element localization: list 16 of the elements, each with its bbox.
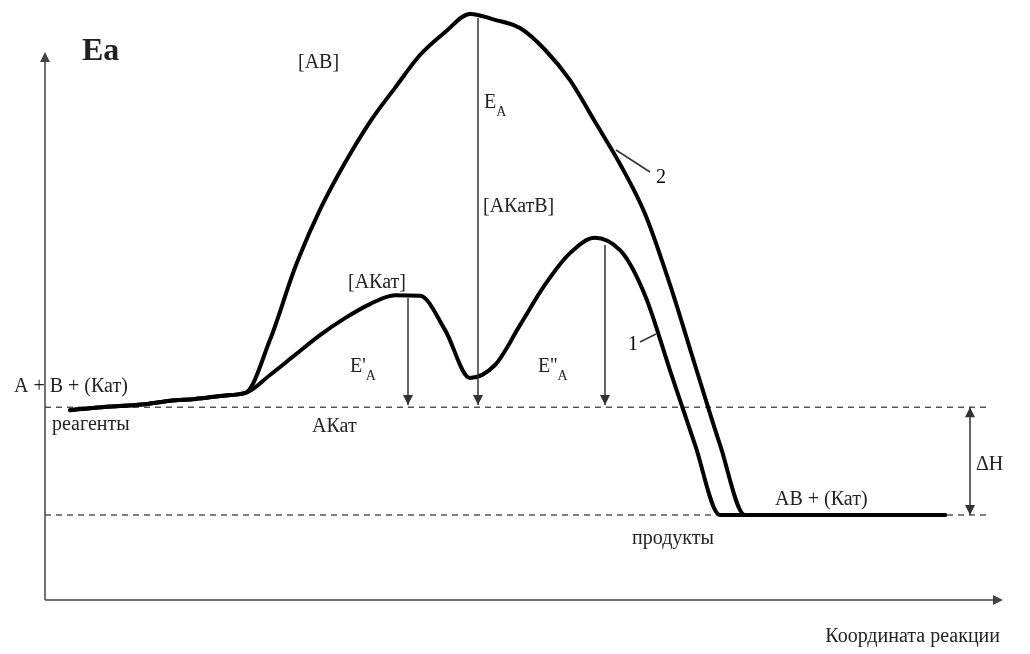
annotation: А + В + (Кат) bbox=[14, 374, 128, 397]
x-axis-title: Координата реакции bbox=[825, 624, 1001, 647]
annotation: E'$_{A}$ bbox=[350, 354, 377, 383]
series-label: 2 bbox=[656, 165, 666, 187]
annotation: продукты bbox=[632, 526, 714, 549]
annotation: [АКатВ] bbox=[483, 194, 555, 216]
annotation: [АВ] bbox=[298, 50, 340, 72]
annotation: АВ + (Кат) bbox=[775, 487, 868, 510]
annotation: E''$_{A}$ bbox=[538, 354, 569, 383]
annotation: E$_{A}$ bbox=[484, 90, 508, 119]
series-label: 1 bbox=[628, 332, 638, 354]
annotation: реагенты bbox=[52, 412, 130, 435]
y-axis-title: Ea bbox=[82, 31, 120, 67]
annotation: [АКат] bbox=[348, 270, 406, 292]
annotation: АКат bbox=[312, 414, 357, 436]
text: ΔH bbox=[976, 452, 1004, 474]
